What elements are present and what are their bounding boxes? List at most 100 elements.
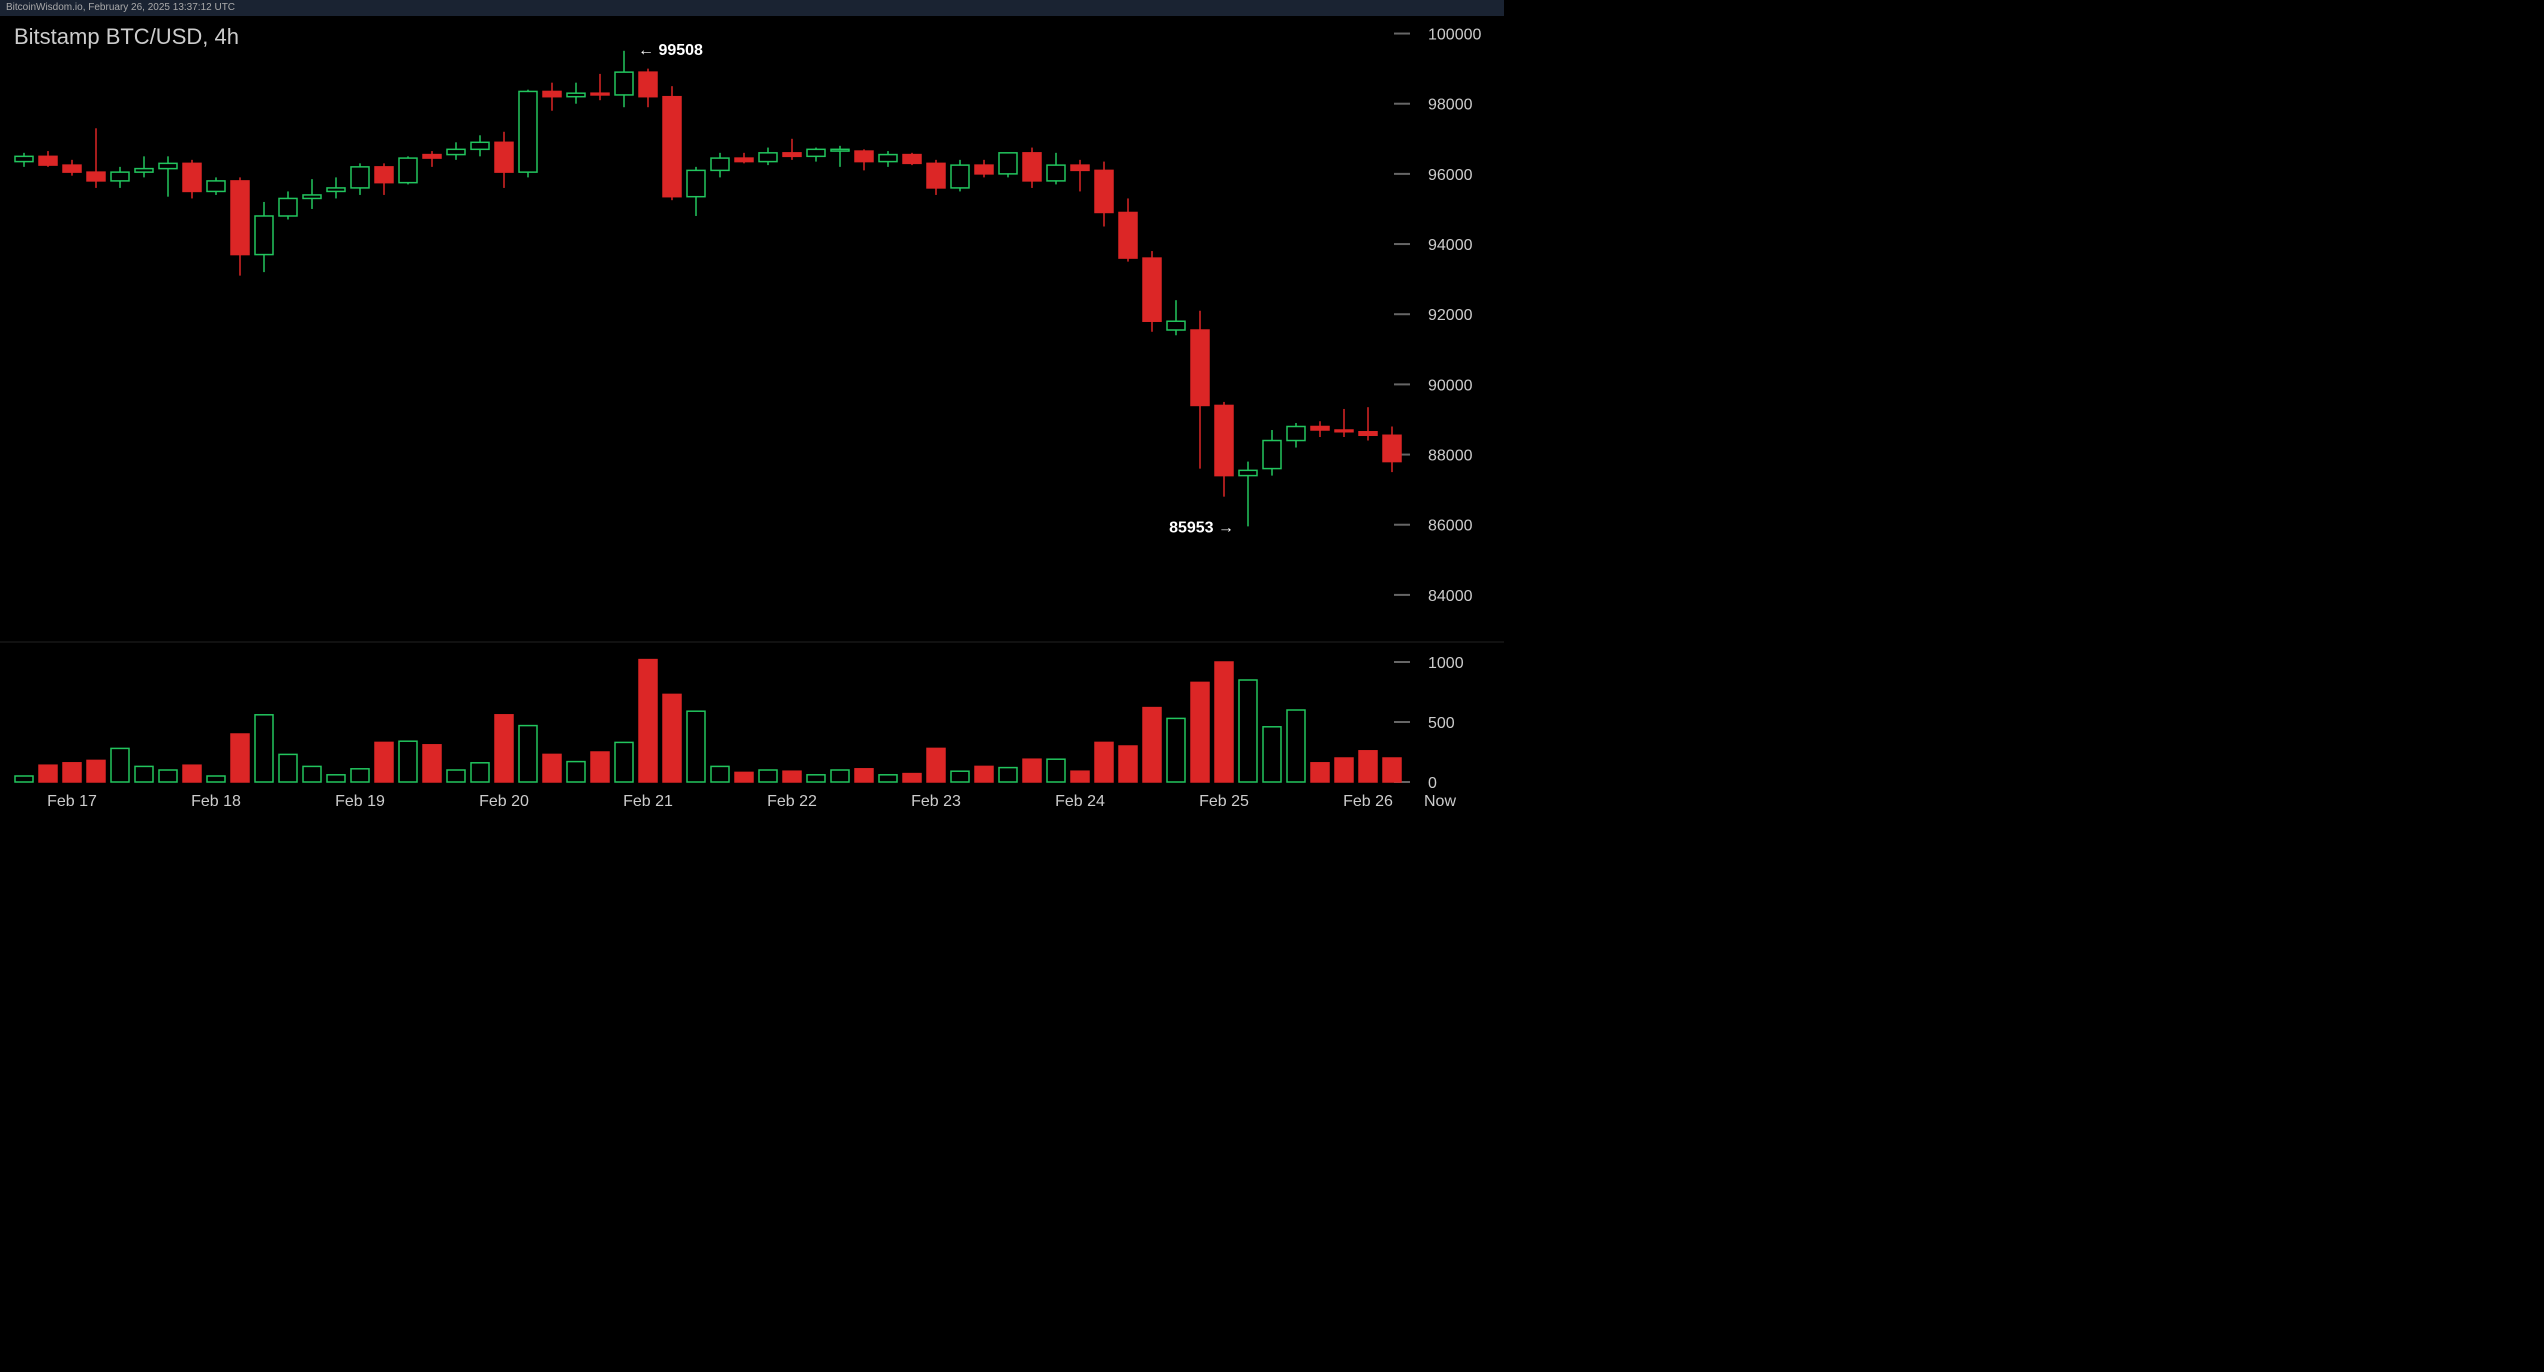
candle-body[interactable]	[231, 181, 249, 255]
volume-bar[interactable]	[1239, 680, 1257, 782]
candle-body[interactable]	[1359, 432, 1377, 436]
candle-body[interactable]	[543, 91, 561, 96]
volume-bar[interactable]	[975, 766, 993, 782]
candle-body[interactable]	[111, 172, 129, 181]
candle-body[interactable]	[735, 158, 753, 162]
candle-body[interactable]	[1191, 330, 1209, 405]
candle-body[interactable]	[183, 163, 201, 191]
volume-bar[interactable]	[15, 776, 33, 782]
candle-body[interactable]	[15, 156, 33, 161]
volume-bar[interactable]	[159, 770, 177, 782]
candle-body[interactable]	[303, 195, 321, 199]
candle-body[interactable]	[1239, 470, 1257, 475]
volume-bar[interactable]	[711, 766, 729, 782]
candle-body[interactable]	[1023, 153, 1041, 181]
volume-bar[interactable]	[1287, 710, 1305, 782]
candle-body[interactable]	[1311, 426, 1329, 430]
volume-bar[interactable]	[255, 715, 273, 782]
volume-bar[interactable]	[927, 748, 945, 782]
candle-body[interactable]	[855, 151, 873, 162]
candle-body[interactable]	[135, 169, 153, 173]
volume-bar[interactable]	[903, 774, 921, 782]
candle-body[interactable]	[975, 165, 993, 174]
candle-body[interactable]	[87, 172, 105, 181]
volume-bar[interactable]	[951, 771, 969, 782]
candle-body[interactable]	[1119, 212, 1137, 258]
volume-bar[interactable]	[1071, 771, 1089, 782]
candle-body[interactable]	[615, 72, 633, 95]
candle-body[interactable]	[1287, 426, 1305, 440]
candle-body[interactable]	[1215, 405, 1233, 475]
volume-bar[interactable]	[1095, 742, 1113, 782]
candle-body[interactable]	[1047, 165, 1065, 181]
candle-body[interactable]	[951, 165, 969, 188]
volume-bar[interactable]	[207, 776, 225, 782]
candle-body[interactable]	[471, 142, 489, 149]
candle-body[interactable]	[1143, 258, 1161, 321]
volume-bar[interactable]	[735, 772, 753, 782]
volume-bar[interactable]	[1047, 759, 1065, 782]
candle-body[interactable]	[1335, 430, 1353, 432]
volume-bar[interactable]	[471, 763, 489, 782]
volume-bar[interactable]	[447, 770, 465, 782]
volume-bar[interactable]	[1167, 718, 1185, 782]
volume-bar[interactable]	[543, 754, 561, 782]
candle-body[interactable]	[879, 155, 897, 162]
volume-bar[interactable]	[831, 770, 849, 782]
candle-body[interactable]	[711, 158, 729, 170]
volume-bar[interactable]	[807, 775, 825, 782]
volume-bar[interactable]	[231, 734, 249, 782]
candle-body[interactable]	[39, 156, 57, 165]
candle-body[interactable]	[255, 216, 273, 255]
volume-bar[interactable]	[375, 742, 393, 782]
candle-body[interactable]	[447, 149, 465, 154]
volume-bar[interactable]	[855, 769, 873, 782]
candle-body[interactable]	[759, 153, 777, 162]
volume-bar[interactable]	[615, 742, 633, 782]
volume-bar[interactable]	[495, 715, 513, 782]
volume-bar[interactable]	[591, 752, 609, 782]
volume-bar[interactable]	[39, 765, 57, 782]
candle-body[interactable]	[1071, 165, 1089, 170]
candle-body[interactable]	[567, 93, 585, 97]
candle-body[interactable]	[903, 155, 921, 164]
candle-body[interactable]	[159, 163, 177, 168]
volume-bar[interactable]	[303, 766, 321, 782]
volume-bar[interactable]	[87, 760, 105, 782]
candle-body[interactable]	[63, 165, 81, 172]
candle-body[interactable]	[687, 170, 705, 196]
volume-bar[interactable]	[423, 745, 441, 782]
candle-body[interactable]	[1095, 170, 1113, 212]
volume-bar[interactable]	[63, 763, 81, 782]
volume-bar[interactable]	[999, 768, 1017, 782]
volume-bar[interactable]	[1383, 758, 1401, 782]
volume-bar[interactable]	[1359, 751, 1377, 782]
volume-bar[interactable]	[783, 771, 801, 782]
volume-bar[interactable]	[399, 741, 417, 782]
candle-body[interactable]	[807, 149, 825, 156]
candle-body[interactable]	[519, 91, 537, 172]
volume-bar[interactable]	[759, 770, 777, 782]
volume-bar[interactable]	[327, 775, 345, 782]
volume-bar[interactable]	[879, 775, 897, 782]
candle-body[interactable]	[399, 158, 417, 183]
candle-body[interactable]	[639, 72, 657, 97]
volume-bar[interactable]	[279, 754, 297, 782]
candlestick-chart[interactable]: 8400086000880009000092000940009600098000…	[0, 0, 1504, 812]
volume-bar[interactable]	[1215, 662, 1233, 782]
candle-body[interactable]	[423, 155, 441, 159]
volume-bar[interactable]	[1263, 727, 1281, 782]
candle-body[interactable]	[927, 163, 945, 188]
volume-bar[interactable]	[111, 748, 129, 782]
volume-bar[interactable]	[687, 711, 705, 782]
candle-body[interactable]	[999, 153, 1017, 174]
candle-body[interactable]	[351, 167, 369, 188]
volume-bar[interactable]	[351, 769, 369, 782]
candle-body[interactable]	[1263, 441, 1281, 469]
volume-bar[interactable]	[639, 660, 657, 782]
volume-bar[interactable]	[183, 765, 201, 782]
candle-body[interactable]	[663, 97, 681, 197]
volume-bar[interactable]	[1119, 746, 1137, 782]
candle-body[interactable]	[327, 188, 345, 192]
candle-body[interactable]	[1383, 435, 1401, 461]
